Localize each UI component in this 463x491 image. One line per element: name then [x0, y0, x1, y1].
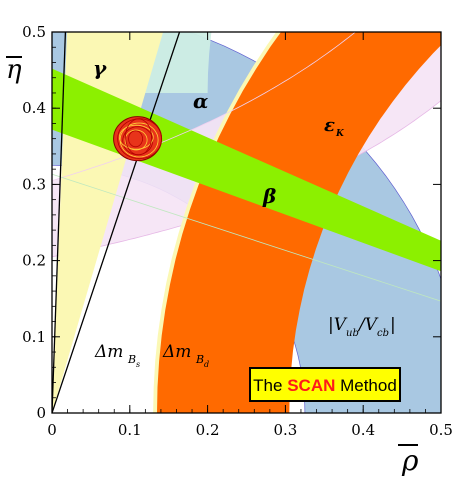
alpha-label: α: [193, 89, 208, 113]
epsilon-k-label: ε: [324, 115, 335, 136]
gamma-central-line: [52, 32, 181, 413]
y-tick-label: 0.1: [22, 328, 46, 346]
epsilon-k-subscript: K: [335, 129, 345, 139]
x-tick-label: 0.1: [118, 421, 142, 439]
badge-part-1: The: [253, 376, 287, 395]
vub-vcb-outer-edge: [187, 32, 441, 281]
gamma-label: γ: [93, 56, 107, 80]
x-axis-label: ρ: [401, 444, 419, 477]
axes: 0 0.1 0.2 0.3 0.4 0.5 0 0.1 0.2 0.3 0.4 0.5 ρ η: [6, 23, 453, 477]
scan-method-badge: The SCAN Method: [249, 367, 401, 402]
y-tick-label: 0: [36, 404, 46, 422]
badge-scan-word: SCAN: [287, 376, 335, 395]
badge-text: The SCAN Method: [253, 376, 397, 395]
dm-bd-label-subsub: d: [204, 360, 209, 369]
badge-box: [249, 367, 401, 402]
epsilon-k-upper-edge: [52, 32, 357, 182]
x-tick-label: 0.5: [429, 421, 453, 439]
x-tick-label: 0: [47, 421, 57, 439]
beta-label: β: [262, 184, 276, 208]
vub-subscript: ub: [346, 328, 359, 339]
x-tick-label: 0.3: [273, 421, 297, 439]
y-tick-label: 0.4: [22, 99, 46, 117]
gamma-edge-line: [52, 32, 67, 413]
beta-boundary-trace: [52, 173, 441, 302]
vub-vcb-label: |V: [328, 315, 348, 335]
fit-contour-loop: [128, 130, 143, 148]
dm-bs-label-sub: B: [127, 353, 136, 366]
dm-bs-label: Δm: [94, 342, 123, 362]
fit-contour-loop: [118, 124, 154, 150]
fit-contour-loop: [117, 118, 162, 160]
vub-vcb-closing-bar: |: [390, 315, 396, 335]
dm-bd-label: Δm: [162, 342, 191, 362]
y-axis-label: η: [6, 55, 22, 85]
dm-bs-band: [157, 32, 441, 413]
vcb-label: /V: [357, 315, 379, 335]
constraint-bands: [52, 32, 441, 413]
y-tick-label: 0.2: [22, 252, 46, 270]
x-tick-label: 0.2: [196, 421, 220, 439]
dm-bd-label-sub: B: [195, 353, 204, 366]
vcb-subscript: cb: [377, 328, 389, 339]
badge-part-3: Method: [335, 376, 396, 395]
x-tick-label: 0.4: [351, 421, 375, 439]
y-tick-label: 0.5: [22, 23, 46, 41]
y-tick-label: 0.3: [22, 175, 46, 193]
plot-frame: [51, 31, 442, 414]
dm-bs-label-subsub: s: [136, 360, 140, 369]
fit-contour-loop: [125, 118, 152, 156]
